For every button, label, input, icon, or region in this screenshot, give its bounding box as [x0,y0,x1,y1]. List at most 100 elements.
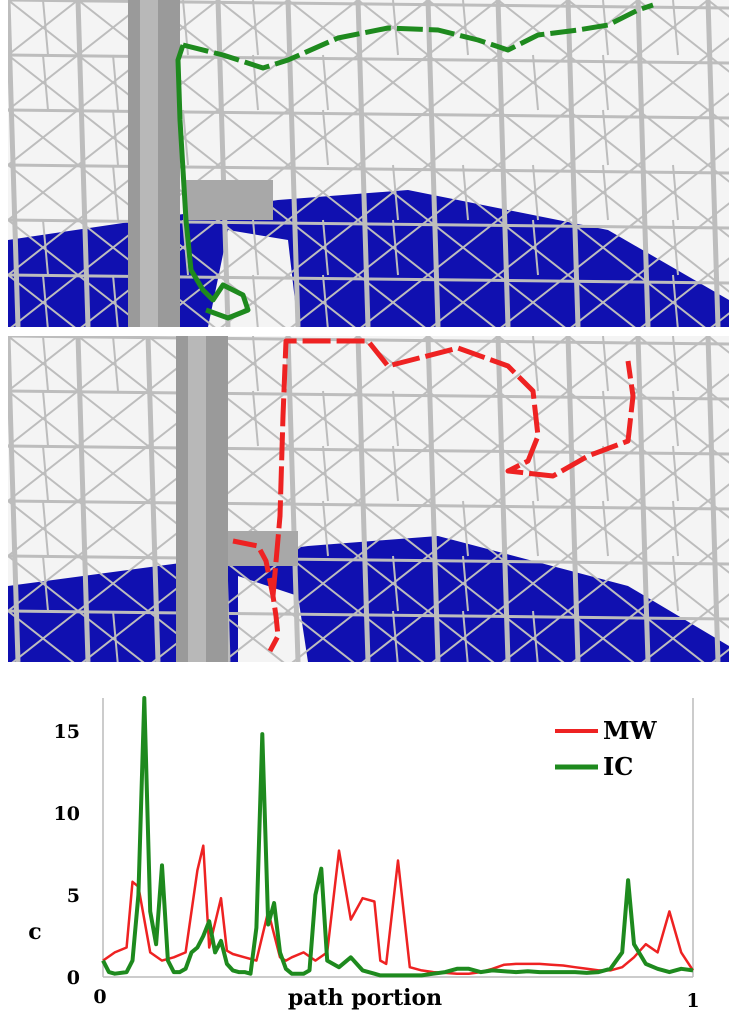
truss-member [42,0,49,56]
crossbeam [183,180,273,220]
truss-member [42,445,49,502]
truss-member [567,336,639,392]
truss-member [42,54,49,111]
truss-member [8,444,729,456]
x-tick-label-start: 0 [93,986,106,1008]
truss-member [707,390,729,409]
truss-member [532,610,539,662]
render-panel-ic-path [8,0,729,327]
truss-member [112,54,119,111]
truss-member [392,610,399,662]
truss-member [462,164,469,221]
truss-member [42,390,49,447]
column-highlight [140,0,158,327]
truss-member [287,0,359,56]
truss-member [182,109,189,166]
truss-member [497,54,569,111]
truss-member [672,274,679,327]
truss-member [602,500,609,557]
render-panel-mw-path [8,336,729,662]
legend-label-mw: MW [603,716,658,745]
congestion-chart: 0 5 10 15 0 1 path portion c MW IC [28,696,700,1012]
truss-member [427,54,499,111]
truss-member [290,274,359,327]
truss-render-mw [8,336,729,662]
truss-member [42,274,49,327]
truss-member [252,390,259,447]
truss-member [462,610,469,662]
truss-member [497,219,569,276]
truss-member [532,54,539,111]
truss-member [427,500,499,557]
truss-member [602,336,609,392]
truss-member [602,164,609,221]
y-tick-label: 15 [54,721,80,743]
truss-member [602,109,609,166]
truss-member [462,555,469,612]
truss-member [672,0,679,56]
truss-member [77,336,149,392]
series-line-ic [101,696,694,978]
x-tick-label-end: 1 [686,990,699,1012]
truss-member [357,0,429,56]
truss-member [322,109,329,166]
truss-member [707,538,729,557]
truss-member [501,610,569,662]
truss-member [8,336,729,346]
truss-member [217,109,289,166]
truss-member [291,610,359,662]
truss-member [252,219,259,276]
truss-member [672,390,679,447]
truss-member [602,54,609,111]
truss-member [707,610,729,629]
truss-member [287,390,359,447]
truss-member [8,554,729,566]
truss-member [532,219,539,276]
truss-member [497,164,569,221]
truss-member [427,390,499,447]
truss-member [427,164,499,221]
truss-member [220,274,289,327]
truss-member [217,0,289,56]
truss-member [430,274,499,327]
series-lines [101,696,695,978]
column-highlight [188,336,206,662]
truss-member [637,500,709,557]
truss-member [427,219,499,276]
truss-member [637,0,709,56]
truss-member [252,0,259,56]
truss-member [707,0,729,18]
truss-member [707,593,729,612]
truss-member [637,445,709,502]
truss-render-ic [8,0,729,327]
truss-member [637,164,709,221]
truss-member [707,428,729,447]
truss-member [567,164,639,221]
truss-member [567,445,639,502]
truss-member [8,336,79,392]
y-tick-label: 10 [54,803,80,825]
legend-label-ic: IC [603,752,633,781]
truss-member [252,336,259,392]
truss-member [711,648,729,662]
truss-member [672,164,679,221]
truss-member [637,219,709,276]
truss-member [707,219,729,238]
truss-member [8,219,79,276]
truss-member [707,257,729,276]
truss-member [707,500,729,519]
truss-member [322,390,329,447]
truss-member [567,500,639,557]
truss-member [637,54,709,111]
truss-member [640,274,709,327]
truss-member [707,555,729,574]
truss-member [357,555,429,612]
truss-member [500,274,569,327]
truss-member [287,445,359,502]
truss-member [287,336,359,392]
truss-member [217,336,289,392]
truss-member [497,336,569,392]
truss-member [357,219,429,276]
truss-member [497,390,569,447]
truss-member [707,92,729,111]
